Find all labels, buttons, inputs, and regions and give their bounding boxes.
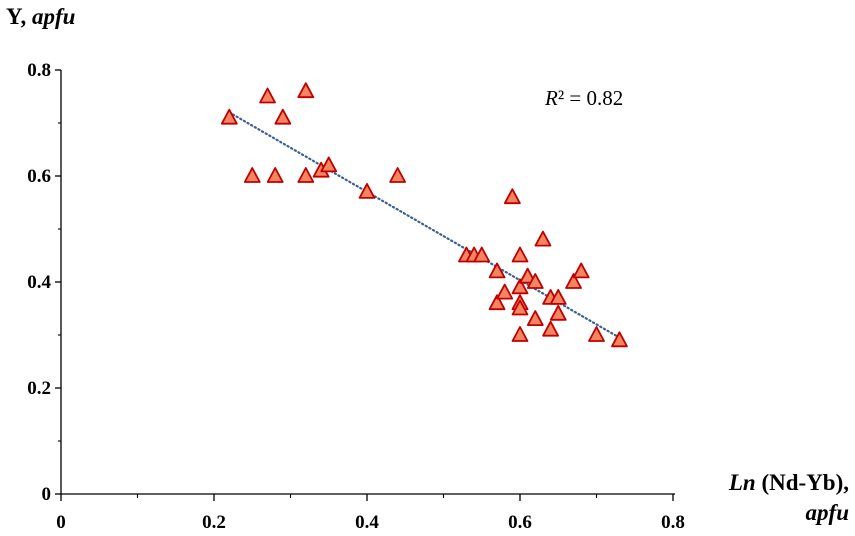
x-tick-label: 0.8 xyxy=(661,512,685,533)
data-point xyxy=(526,310,544,327)
data-point xyxy=(488,262,506,279)
data-point xyxy=(274,108,292,125)
y-tick-label: 0.4 xyxy=(27,272,51,293)
x-axis-label-text: (Nd-Yb), xyxy=(755,470,849,495)
data-point xyxy=(266,167,284,183)
x-axis-label: Ln (Nd-Yb), apfu xyxy=(729,468,849,528)
x-tick-label: 0 xyxy=(56,512,66,533)
data-point xyxy=(320,156,338,173)
r-squared-annotation: R² = 0.82 xyxy=(545,86,624,110)
data-point xyxy=(534,230,552,247)
x-tick-label: 0.4 xyxy=(355,512,379,533)
data-point xyxy=(611,331,628,348)
y-tick-label: 0 xyxy=(42,484,52,505)
data-point xyxy=(572,262,590,279)
data-point xyxy=(220,108,238,125)
x-axis-label-symbol: Ln xyxy=(728,470,756,495)
data-point xyxy=(549,304,567,321)
x-tick-label: 0.6 xyxy=(508,512,532,533)
y-tick-label: 0.6 xyxy=(27,166,51,187)
data-points xyxy=(220,82,628,348)
data-point xyxy=(503,188,521,205)
data-point xyxy=(511,246,529,263)
data-point xyxy=(358,182,376,199)
y-tick-label: 0.8 xyxy=(27,60,51,81)
data-point xyxy=(588,326,605,342)
x-tick-label: 0.2 xyxy=(202,512,226,533)
data-point xyxy=(511,326,529,342)
data-point xyxy=(259,87,276,104)
data-point xyxy=(526,273,544,289)
ticks xyxy=(55,69,674,501)
y-axis-label: Y, apfu xyxy=(6,4,76,29)
x-axis-label-unit: apfu xyxy=(805,500,849,525)
data-point xyxy=(511,299,529,316)
data-point xyxy=(519,267,537,284)
data-point xyxy=(473,246,491,263)
data-point xyxy=(549,288,567,305)
data-point xyxy=(297,82,315,99)
data-point xyxy=(542,320,559,337)
data-point xyxy=(243,167,261,183)
data-point xyxy=(496,283,514,300)
data-point xyxy=(389,167,407,183)
axes xyxy=(60,70,675,495)
data-point xyxy=(297,167,315,183)
tick-labels: 0 0.2 0.4 0.6 0.8 0 0.2 0.4 0.6 0.8 xyxy=(27,60,685,533)
data-point xyxy=(511,278,529,295)
y-tick-label: 0.2 xyxy=(27,378,51,399)
data-point xyxy=(488,294,506,311)
data-point xyxy=(565,273,582,289)
